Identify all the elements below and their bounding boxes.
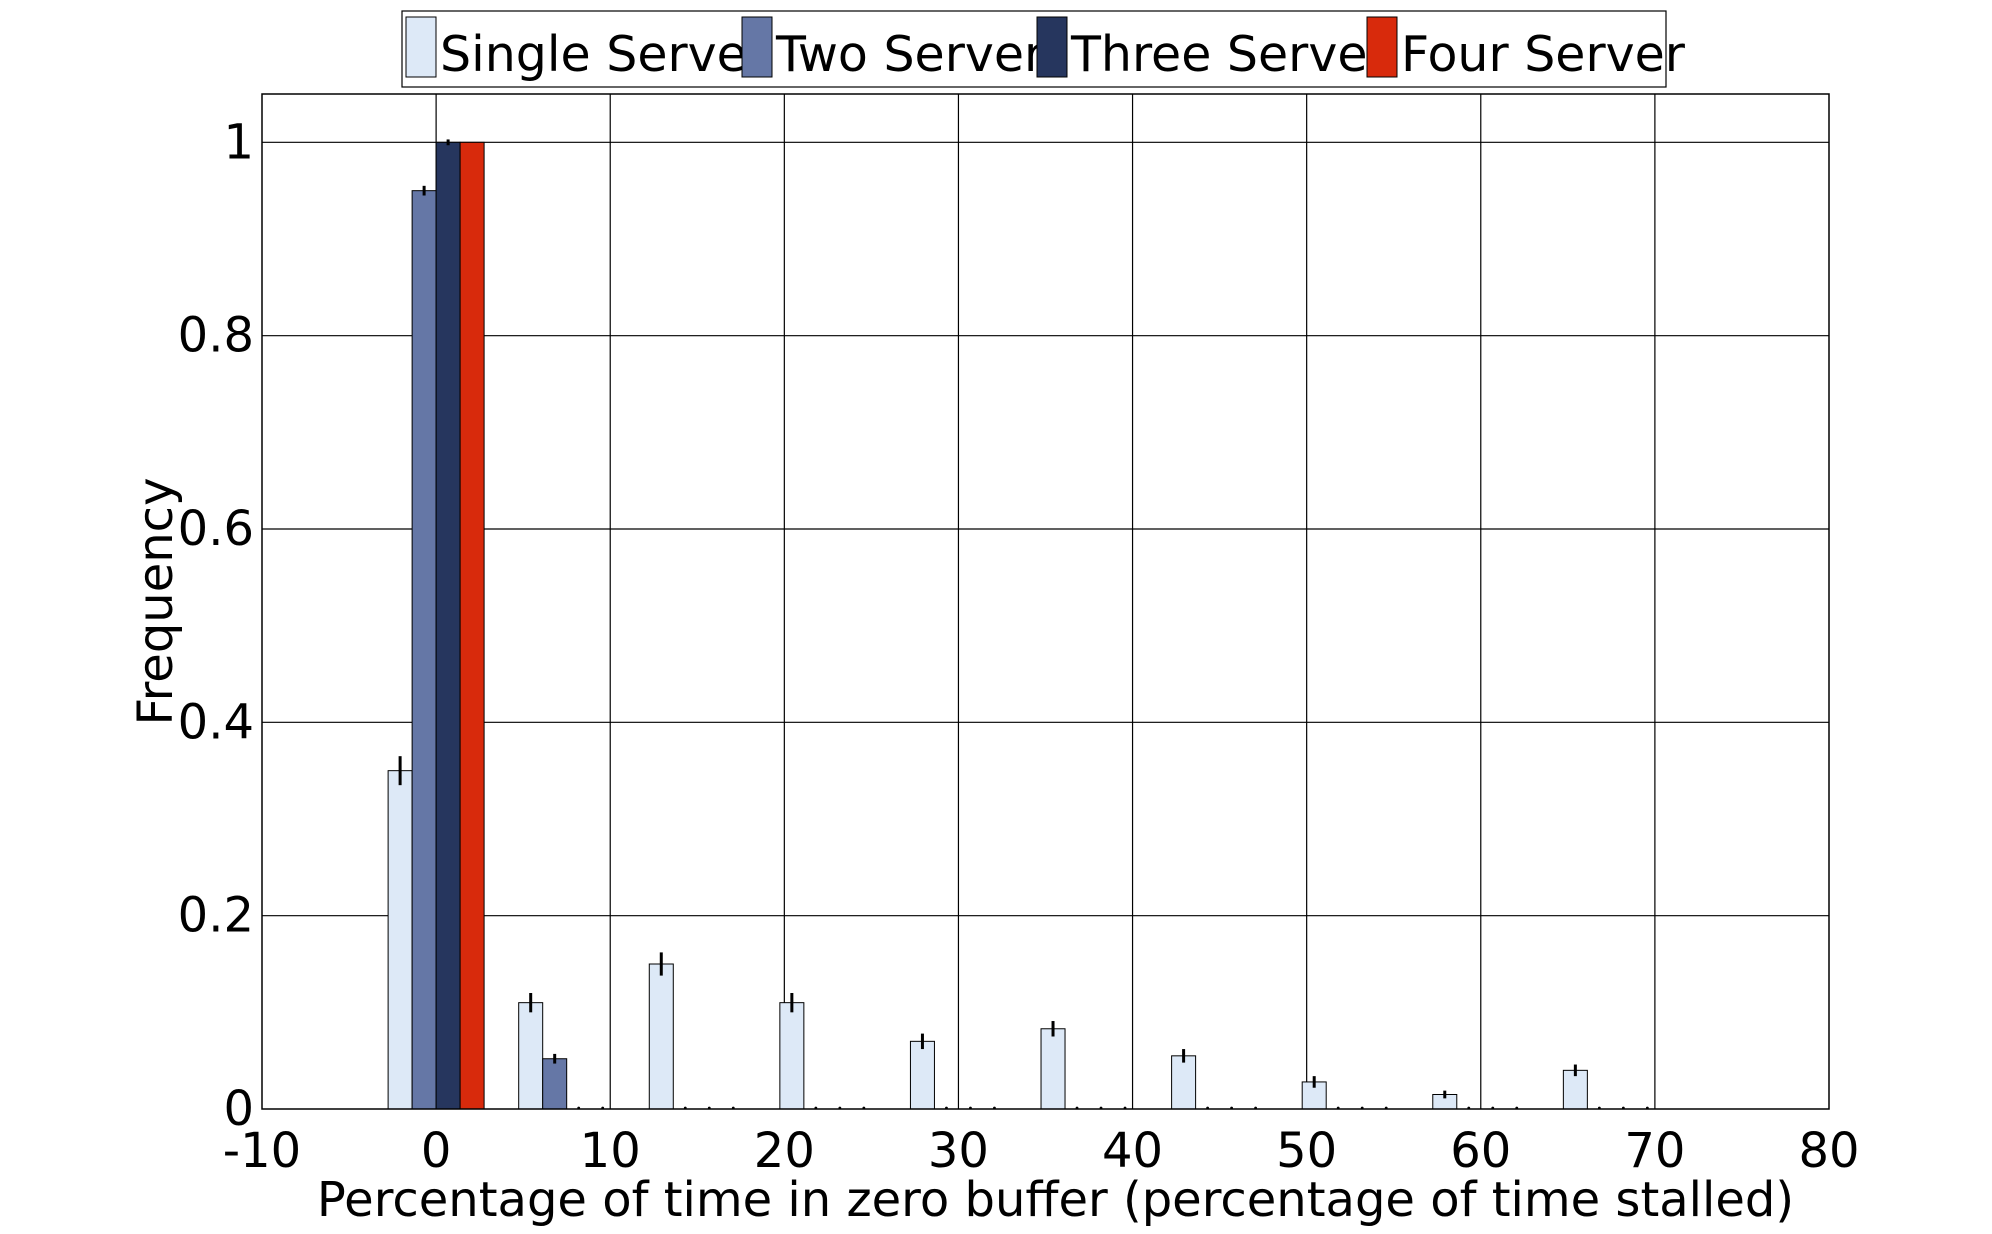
y-tick-label: 0.6 [178, 501, 254, 557]
bar [542, 1058, 568, 1110]
bar [1040, 1028, 1066, 1110]
bar [1171, 1055, 1197, 1110]
bar [459, 141, 485, 1110]
y-tick-label: 0 [223, 1081, 254, 1137]
error-bars-layer [398, 139, 1577, 1099]
bar [779, 1002, 805, 1110]
legend-label: Four Server [1401, 26, 1686, 83]
x-tick-label: 0 [421, 1123, 452, 1179]
x-tick-label: 70 [1624, 1123, 1685, 1179]
plot-frame [261, 93, 1830, 1110]
legend-label: Single Server [440, 26, 768, 83]
y-tick-label: 0.8 [178, 308, 254, 364]
bar [909, 1040, 935, 1110]
x-tick-label: 10 [580, 1123, 641, 1179]
grid-layer [262, 94, 1829, 1109]
legend-swatch [1366, 16, 1398, 78]
x-tick-label: 20 [754, 1123, 815, 1179]
legend-label: Three Server [1070, 26, 1388, 83]
legend-swatch [1036, 16, 1068, 78]
legend-label: Two Server [775, 26, 1045, 83]
bars-layer [387, 141, 1649, 1110]
y-axis-title: Frequency [128, 478, 184, 726]
x-tick-label: 80 [1798, 1123, 1859, 1179]
x-axis-title: Percentage of time in zero buffer (perce… [317, 1172, 1794, 1228]
legend-swatch [741, 16, 773, 78]
bar [1562, 1069, 1588, 1110]
bar [518, 1002, 544, 1110]
bar [411, 190, 437, 1110]
bar [435, 141, 461, 1110]
y-tick-label: 0.2 [178, 888, 254, 944]
x-tick-label: 60 [1450, 1123, 1511, 1179]
x-tick-label: -10 [223, 1123, 301, 1179]
x-tick-label: 40 [1102, 1123, 1163, 1179]
bar [387, 770, 413, 1110]
legend-swatch [405, 16, 437, 78]
x-tick-label: 50 [1276, 1123, 1337, 1179]
legend-box [401, 10, 1667, 88]
x-tick-label: 30 [928, 1123, 989, 1179]
bar [648, 963, 674, 1110]
y-tick-label: 0.4 [178, 694, 254, 750]
y-tick-label: 1 [223, 114, 254, 170]
legend: Single Server Two Server Three Server Four … [401, 10, 1686, 88]
